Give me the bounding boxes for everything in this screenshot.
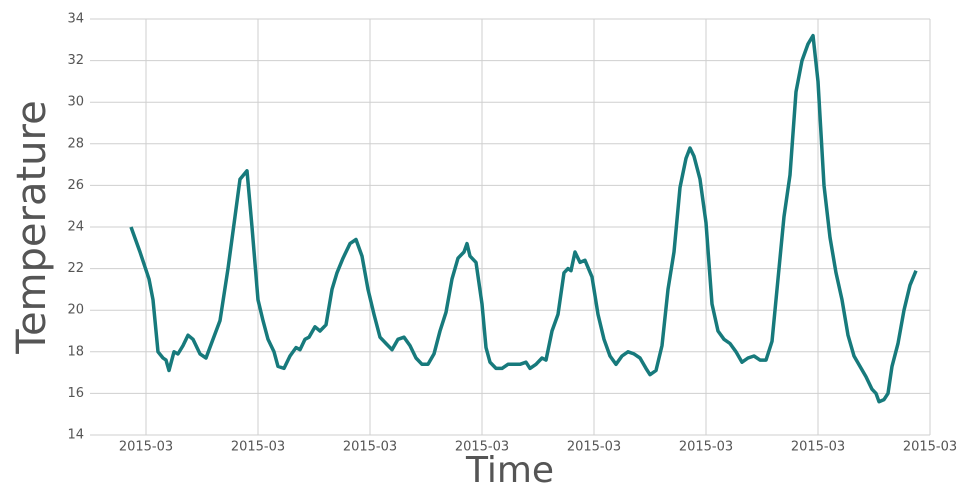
x-tick-label: 2015-03 [231, 440, 285, 455]
y-tick-label: 34 [67, 12, 84, 27]
y-axis-label: Temperature [9, 100, 55, 354]
x-tick-label: 2015-03 [119, 440, 173, 455]
y-tick-label: 24 [67, 220, 84, 235]
x-tick-label: 2015-03 [903, 440, 957, 455]
y-tick-label: 20 [67, 303, 84, 318]
line [129, 33, 918, 404]
y-tick-label: 30 [67, 95, 84, 110]
x-tick-label: 2015-03 [567, 440, 621, 455]
x-axis-label: Time [465, 450, 554, 491]
x-tick-label: 2015-03 [455, 440, 509, 455]
y-tick-label: 18 [67, 344, 84, 359]
x-tick-label: 2015-03 [791, 440, 845, 455]
x-tick-label: 2015-03 [343, 440, 397, 455]
y-tick-label: 28 [67, 136, 84, 151]
y-tick-label: 32 [67, 53, 84, 68]
y-tick-label: 26 [67, 178, 84, 193]
x-tick-label: 2015-03 [679, 440, 733, 455]
y-tick-label: 22 [67, 261, 84, 276]
y-tick-label: 16 [67, 386, 84, 401]
y-tick-label: 14 [67, 428, 84, 443]
